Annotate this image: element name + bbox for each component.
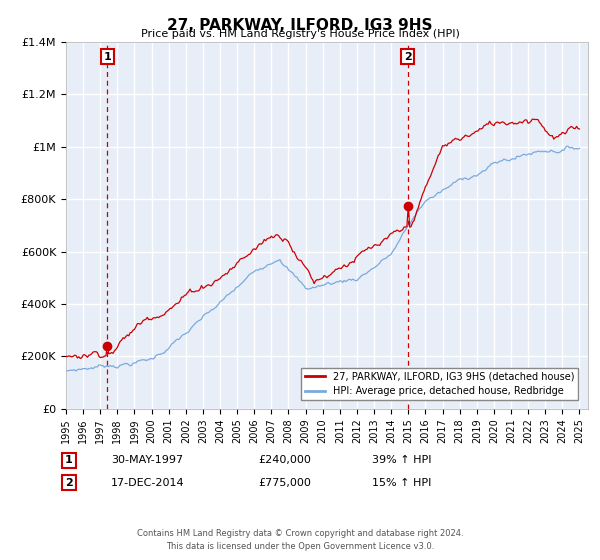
Text: £240,000: £240,000 — [258, 455, 311, 465]
Text: 2: 2 — [404, 52, 412, 62]
Text: 30-MAY-1997: 30-MAY-1997 — [111, 455, 183, 465]
Text: 17-DEC-2014: 17-DEC-2014 — [111, 478, 185, 488]
Text: Price paid vs. HM Land Registry's House Price Index (HPI): Price paid vs. HM Land Registry's House … — [140, 29, 460, 39]
Legend: 27, PARKWAY, ILFORD, IG3 9HS (detached house), HPI: Average price, detached hous: 27, PARKWAY, ILFORD, IG3 9HS (detached h… — [301, 367, 578, 400]
Text: 1: 1 — [65, 455, 73, 465]
Text: 27, PARKWAY, ILFORD, IG3 9HS: 27, PARKWAY, ILFORD, IG3 9HS — [167, 18, 433, 33]
Text: 15% ↑ HPI: 15% ↑ HPI — [372, 478, 431, 488]
Text: 39% ↑ HPI: 39% ↑ HPI — [372, 455, 431, 465]
Text: 2: 2 — [65, 478, 73, 488]
Text: 1: 1 — [103, 52, 111, 62]
Text: £775,000: £775,000 — [258, 478, 311, 488]
Text: Contains HM Land Registry data © Crown copyright and database right 2024.
This d: Contains HM Land Registry data © Crown c… — [137, 529, 463, 550]
